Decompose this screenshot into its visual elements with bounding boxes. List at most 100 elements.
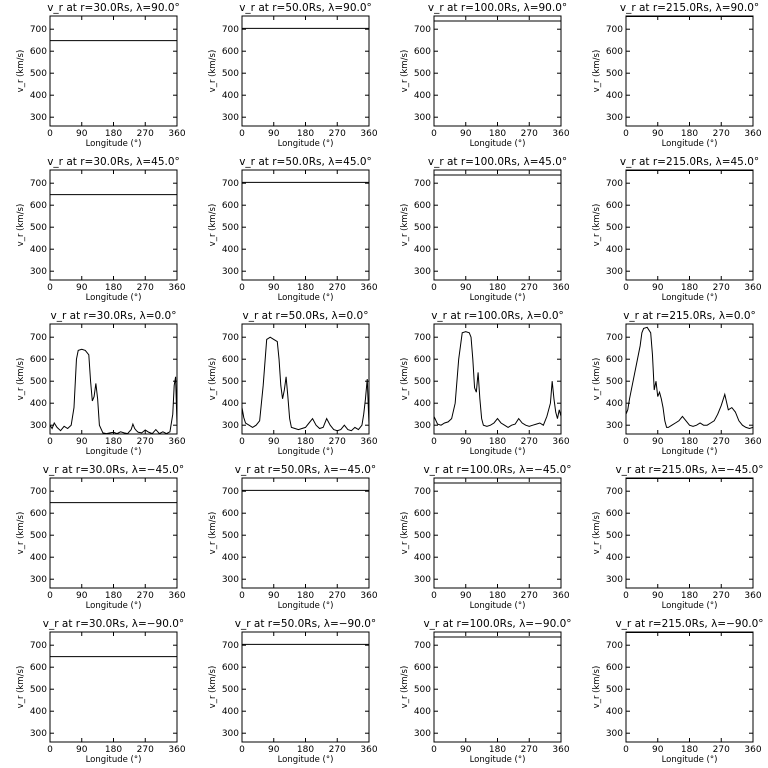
x-tick-label: 90 xyxy=(460,129,472,139)
x-tick-label: 360 xyxy=(552,283,569,293)
y-tick-label: 700 xyxy=(606,641,623,651)
y-tick-label: 400 xyxy=(414,245,431,255)
x-axis-label: Longitude (°) xyxy=(278,139,334,149)
x-axis-label: Longitude (°) xyxy=(278,447,334,457)
y-tick-label: 400 xyxy=(30,91,47,101)
y-tick-label: 400 xyxy=(414,553,431,563)
panel-title: v_r at r=30.0Rs, λ=0.0° xyxy=(51,310,177,322)
y-tick-label: 400 xyxy=(606,707,623,717)
y-tick-label: 300 xyxy=(30,421,47,431)
y-tick-label: 500 xyxy=(30,531,47,541)
x-tick-label: 270 xyxy=(521,591,538,601)
y-tick-label: 300 xyxy=(30,729,47,739)
y-axis-label: v_r (km/s) xyxy=(592,666,602,709)
x-tick-label: 180 xyxy=(489,129,506,139)
x-tick-label: 0 xyxy=(47,283,53,293)
panel-title: v_r at r=215.0Rs, λ=90.0° xyxy=(620,2,759,14)
y-axis-label: v_r (km/s) xyxy=(592,50,602,93)
panel-2-0: v_r at r=30.0Rs, λ=0.0° 0 90 180 270 360 300 40… xyxy=(16,310,186,457)
x-tick-label: 0 xyxy=(431,745,437,755)
x-tick-label: 180 xyxy=(489,283,506,293)
y-tick-label: 600 xyxy=(414,663,431,673)
y-axis-label: v_r (km/s) xyxy=(400,358,410,401)
y-tick-label: 600 xyxy=(222,509,239,519)
y-tick-label: 300 xyxy=(606,421,623,431)
y-axis-label: v_r (km/s) xyxy=(592,512,602,555)
x-tick-label: 90 xyxy=(652,591,664,601)
panel-4-3: v_r at r=215.0Rs, λ=−90.0° 0 90 180 270 360 30… xyxy=(592,618,764,765)
x-axis-label: Longitude (°) xyxy=(662,293,718,303)
y-tick-label: 700 xyxy=(414,333,431,343)
panel-title: v_r at r=100.0Rs, λ=−90.0° xyxy=(423,618,571,630)
x-tick-label: 180 xyxy=(681,437,698,447)
x-tick-label: 0 xyxy=(239,129,245,139)
panel-3-0: v_r at r=30.0Rs, λ=−45.0° 0 90 180 270 360 300… xyxy=(16,464,186,611)
x-tick-label: 270 xyxy=(329,745,346,755)
y-tick-label: 400 xyxy=(222,91,239,101)
x-tick-label: 360 xyxy=(168,283,185,293)
plot-frame xyxy=(49,169,178,281)
y-tick-label: 500 xyxy=(222,223,239,233)
panel-title: v_r at r=50.0Rs, λ=−90.0° xyxy=(235,618,376,630)
plot-frame xyxy=(433,15,562,127)
y-tick-label: 600 xyxy=(30,201,47,211)
x-tick-label: 90 xyxy=(652,129,664,139)
y-tick-label: 400 xyxy=(606,553,623,563)
x-tick-label: 270 xyxy=(713,283,730,293)
x-axis-label: Longitude (°) xyxy=(470,755,526,765)
x-tick-label: 360 xyxy=(168,437,185,447)
x-axis-label: Longitude (°) xyxy=(86,293,142,303)
x-axis-label: Longitude (°) xyxy=(662,139,718,149)
plot-frame xyxy=(625,15,754,127)
y-tick-label: 500 xyxy=(414,377,431,387)
y-tick-label: 300 xyxy=(222,575,239,585)
x-tick-label: 180 xyxy=(297,437,314,447)
x-tick-label: 360 xyxy=(552,129,569,139)
x-tick-label: 270 xyxy=(329,283,346,293)
x-tick-label: 270 xyxy=(521,283,538,293)
y-tick-label: 400 xyxy=(30,553,47,563)
y-axis-label: v_r (km/s) xyxy=(208,204,218,247)
x-tick-label: 0 xyxy=(623,745,629,755)
y-tick-label: 500 xyxy=(30,685,47,695)
x-tick-label: 90 xyxy=(460,591,472,601)
y-axis-label: v_r (km/s) xyxy=(16,204,26,247)
y-axis-label: v_r (km/s) xyxy=(400,512,410,555)
x-tick-label: 180 xyxy=(105,437,122,447)
y-tick-label: 300 xyxy=(222,267,239,277)
y-tick-label: 700 xyxy=(222,25,239,35)
plot-frame xyxy=(625,631,754,743)
y-axis-label: v_r (km/s) xyxy=(400,666,410,709)
panel-title: v_r at r=30.0Rs, λ=−45.0° xyxy=(43,464,184,476)
x-tick-label: 0 xyxy=(431,591,437,601)
series-line xyxy=(242,336,369,432)
panel-0-3: v_r at r=215.0Rs, λ=90.0° 0 90 180 270 360 300… xyxy=(592,2,762,149)
y-tick-label: 300 xyxy=(414,729,431,739)
y-axis-label: v_r (km/s) xyxy=(16,50,26,93)
panel-4-0: v_r at r=30.0Rs, λ=−90.0° 0 90 180 270 360 300… xyxy=(16,618,186,765)
x-tick-label: 90 xyxy=(268,745,280,755)
panel-3-3: v_r at r=215.0Rs, λ=−45.0° 0 90 180 270 360 30… xyxy=(592,464,764,611)
plot-frame xyxy=(433,169,562,281)
x-axis-label: Longitude (°) xyxy=(86,601,142,611)
y-tick-label: 700 xyxy=(222,333,239,343)
x-tick-label: 360 xyxy=(168,129,185,139)
panel-4-2: v_r at r=100.0Rs, λ=−90.0° 0 90 180 270 360 30… xyxy=(400,618,572,765)
x-axis-label: Longitude (°) xyxy=(86,755,142,765)
x-tick-label: 90 xyxy=(652,437,664,447)
y-tick-label: 300 xyxy=(414,421,431,431)
plot-frame xyxy=(433,477,562,589)
plot-frame xyxy=(49,631,178,743)
x-tick-label: 360 xyxy=(552,745,569,755)
y-tick-label: 400 xyxy=(606,399,623,409)
y-tick-label: 600 xyxy=(222,201,239,211)
x-tick-label: 0 xyxy=(623,591,629,601)
x-tick-label: 0 xyxy=(623,129,629,139)
panel-1-3: v_r at r=215.0Rs, λ=45.0° 0 90 180 270 360 300… xyxy=(592,156,762,303)
x-tick-label: 90 xyxy=(652,745,664,755)
x-axis-label: Longitude (°) xyxy=(662,447,718,457)
y-axis-label: v_r (km/s) xyxy=(16,512,26,555)
y-tick-label: 300 xyxy=(606,575,623,585)
y-tick-label: 500 xyxy=(606,69,623,79)
plot-frame xyxy=(241,477,370,589)
